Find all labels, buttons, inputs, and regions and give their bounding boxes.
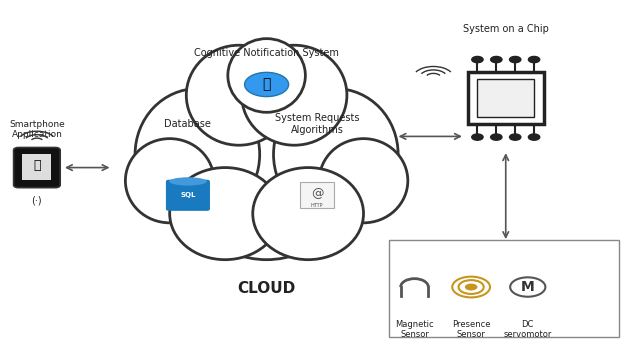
Circle shape: [529, 134, 540, 140]
Text: M: M: [521, 280, 535, 294]
Text: 🧠: 🧠: [263, 77, 271, 91]
Ellipse shape: [319, 139, 408, 223]
Circle shape: [529, 57, 540, 63]
FancyBboxPatch shape: [14, 148, 60, 188]
Ellipse shape: [170, 168, 280, 260]
Circle shape: [510, 57, 521, 63]
FancyBboxPatch shape: [299, 182, 334, 208]
Circle shape: [465, 283, 477, 290]
Ellipse shape: [242, 45, 347, 145]
Text: DC
servomotor: DC servomotor: [504, 320, 552, 339]
Text: System on a Chip: System on a Chip: [463, 24, 549, 34]
Ellipse shape: [228, 39, 305, 112]
Ellipse shape: [273, 89, 398, 220]
FancyBboxPatch shape: [477, 79, 534, 117]
Circle shape: [510, 134, 521, 140]
Text: SQL: SQL: [180, 192, 196, 198]
Ellipse shape: [169, 177, 207, 186]
Text: Smartphone
Application: Smartphone Application: [9, 120, 65, 139]
Circle shape: [491, 134, 502, 140]
Text: Magnetic
Sensor: Magnetic Sensor: [395, 320, 434, 339]
Text: Cognitive Notification System: Cognitive Notification System: [194, 48, 339, 58]
Text: HTTP: HTTP: [311, 203, 323, 208]
Text: System Requests
Algorithms: System Requests Algorithms: [275, 113, 359, 135]
Circle shape: [510, 277, 546, 297]
Ellipse shape: [253, 168, 363, 260]
Ellipse shape: [125, 139, 214, 223]
Text: 🤖: 🤖: [33, 159, 41, 172]
Circle shape: [244, 72, 289, 97]
Circle shape: [472, 134, 483, 140]
Text: (·): (·): [32, 195, 42, 206]
Ellipse shape: [186, 45, 292, 145]
Ellipse shape: [135, 89, 260, 220]
Circle shape: [491, 57, 502, 63]
FancyBboxPatch shape: [389, 240, 619, 337]
FancyBboxPatch shape: [468, 72, 544, 124]
FancyBboxPatch shape: [22, 154, 51, 180]
FancyBboxPatch shape: [166, 180, 210, 211]
Text: Presence
Sensor: Presence Sensor: [452, 320, 491, 339]
Text: @: @: [311, 187, 323, 200]
Text: CLOUD: CLOUD: [237, 281, 296, 296]
Circle shape: [472, 57, 483, 63]
Ellipse shape: [177, 75, 356, 260]
Text: Database: Database: [165, 119, 211, 129]
